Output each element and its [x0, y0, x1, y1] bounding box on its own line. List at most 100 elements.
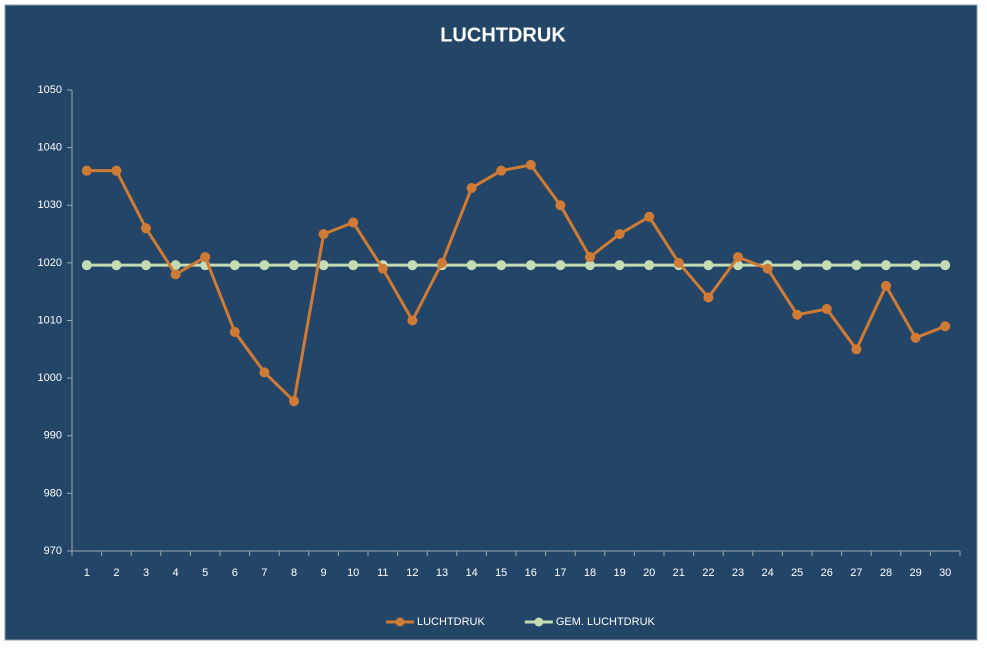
y-tick-label: 980 — [44, 487, 62, 499]
x-tick-label: 30 — [939, 567, 951, 579]
x-tick-label: 1 — [84, 567, 90, 579]
point — [644, 260, 655, 271]
legend-label: LUCHTDRUK — [417, 616, 486, 628]
point — [525, 260, 536, 271]
x-tick-label: 22 — [702, 567, 714, 579]
y-tick-label: 990 — [44, 430, 62, 442]
x-tick-label: 2 — [113, 567, 119, 579]
point — [141, 223, 151, 234]
point — [940, 321, 951, 332]
point — [792, 309, 803, 320]
point — [111, 165, 122, 176]
chart-background — [4, 4, 978, 641]
x-tick-label: 9 — [321, 567, 327, 579]
y-tick-label: 1010 — [38, 314, 62, 326]
point — [466, 182, 477, 193]
y-tick-label: 1040 — [38, 142, 62, 154]
point — [259, 367, 270, 378]
legend-marker — [534, 617, 544, 627]
point — [673, 257, 684, 268]
point — [614, 229, 625, 240]
x-tick-label: 19 — [613, 567, 625, 579]
point — [851, 344, 862, 355]
point — [762, 263, 773, 274]
point — [555, 260, 566, 271]
point — [703, 292, 714, 303]
point — [348, 260, 359, 271]
point — [466, 260, 477, 271]
x-tick-label: 3 — [143, 567, 149, 579]
series-line — [86, 163, 946, 405]
point — [585, 260, 595, 271]
legend-marker — [395, 617, 405, 627]
x-tick-label: 7 — [261, 567, 267, 579]
point — [585, 252, 595, 263]
point — [289, 260, 299, 271]
point — [81, 260, 92, 271]
x-tick-label: 15 — [495, 567, 507, 579]
chart-title: LUCHTDRUK — [440, 24, 566, 46]
point — [910, 332, 921, 343]
point — [821, 303, 832, 314]
x-tick-label: 23 — [732, 567, 744, 579]
point — [111, 260, 122, 271]
x-tick-label: 28 — [880, 567, 892, 579]
x-tick-label: 20 — [643, 567, 655, 579]
x-tick-label: 27 — [850, 567, 862, 579]
point — [407, 260, 418, 271]
point — [910, 260, 921, 271]
point — [348, 217, 359, 228]
x-tick-label: 6 — [232, 567, 238, 579]
point — [141, 260, 151, 271]
point — [821, 260, 832, 271]
point — [437, 257, 447, 268]
point — [200, 252, 211, 263]
point — [407, 315, 418, 326]
point — [881, 260, 891, 271]
point — [318, 260, 329, 271]
point — [792, 260, 803, 271]
y-tick-label: 1030 — [38, 199, 62, 211]
point — [229, 260, 240, 271]
x-tick-label: 26 — [821, 567, 833, 579]
y-tick-label: 1000 — [38, 372, 62, 384]
point — [289, 396, 299, 407]
legend-label: GEM. LUCHTDRUK — [556, 616, 656, 628]
point — [496, 165, 507, 176]
point — [81, 165, 92, 176]
x-tick-label: 24 — [761, 567, 773, 579]
x-tick-label: 16 — [525, 567, 537, 579]
x-tick-label: 8 — [291, 567, 297, 579]
x-tick-label: 11 — [377, 567, 388, 579]
point — [525, 159, 536, 170]
point — [644, 211, 655, 222]
point — [614, 260, 625, 271]
x-tick-label: 13 — [436, 567, 448, 579]
point — [318, 229, 329, 240]
x-tick-label: 12 — [406, 567, 418, 579]
point — [703, 260, 714, 271]
point — [496, 260, 507, 271]
point — [170, 260, 181, 271]
x-tick-label: 25 — [791, 567, 803, 579]
point — [940, 260, 951, 271]
point — [229, 327, 240, 338]
point — [259, 260, 270, 271]
x-tick-label: 5 — [202, 567, 208, 579]
y-tick-label: 1020 — [38, 257, 62, 269]
x-tick-label: 14 — [465, 567, 477, 579]
x-tick-label: 29 — [909, 567, 921, 579]
point — [881, 280, 891, 291]
point — [555, 200, 566, 211]
x-tick-label: 18 — [584, 567, 596, 579]
point — [851, 260, 862, 271]
x-tick-label: 21 — [673, 567, 685, 579]
y-tick-label: 970 — [44, 545, 62, 557]
point — [733, 252, 743, 263]
y-tick-label: 1050 — [38, 84, 62, 96]
x-tick-label: 17 — [554, 567, 566, 579]
point — [170, 269, 181, 280]
x-tick-label: 4 — [173, 567, 179, 579]
